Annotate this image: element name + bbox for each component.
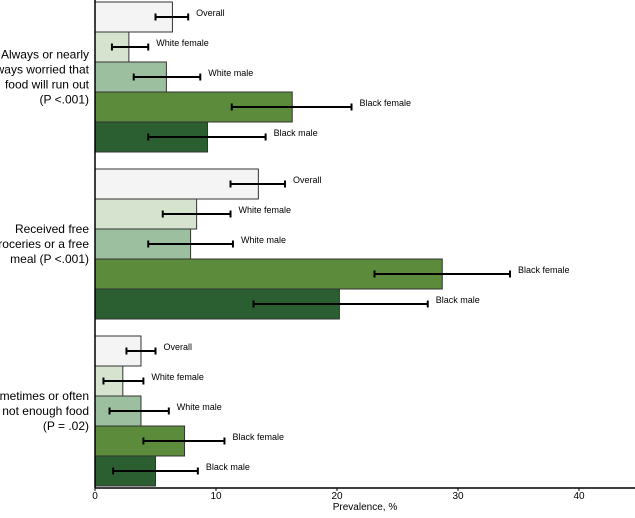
- x-axis-title: Prevalence, %: [333, 502, 398, 513]
- bar-label: Overall: [196, 8, 225, 18]
- group-label: meal (P <.001): [10, 252, 89, 266]
- bar-label: Black female: [360, 98, 412, 108]
- x-tick-label: 40: [573, 491, 585, 502]
- bar-label: White male: [208, 68, 253, 78]
- bar-label: White male: [241, 235, 286, 245]
- bar-label: White female: [151, 372, 204, 382]
- x-tick-label: 20: [331, 491, 343, 502]
- group-label: Always or nearly: [1, 48, 89, 62]
- bar-label: White female: [156, 38, 209, 48]
- bar-label: White female: [239, 205, 292, 215]
- bar-label: Overall: [164, 342, 193, 352]
- bar-label: Black male: [274, 128, 318, 138]
- group-label: Received free: [15, 222, 89, 236]
- group-label: groceries or a free: [0, 237, 89, 251]
- group-label: food will run out: [5, 78, 90, 92]
- bar-label: Black female: [518, 265, 570, 275]
- group-label: (P = .02): [43, 419, 89, 433]
- x-tick-label: 10: [210, 491, 222, 502]
- x-tick-label: 30: [452, 491, 464, 502]
- x-tick-label: 0: [92, 491, 98, 502]
- bar-label: Black male: [206, 462, 250, 472]
- group-label: Sometimes or often: [0, 389, 89, 403]
- bar-label: Overall: [293, 175, 322, 185]
- bar-label: White male: [177, 402, 222, 412]
- bar-label: Black female: [232, 432, 284, 442]
- group-label: always worried that: [0, 63, 90, 77]
- bar-label: Black male: [436, 295, 480, 305]
- group-label: not enough food: [2, 404, 89, 418]
- group-label: (P <.001): [40, 93, 89, 107]
